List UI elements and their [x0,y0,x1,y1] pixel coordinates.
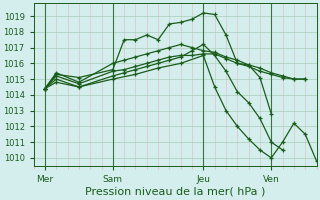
X-axis label: Pression niveau de la mer( hPa ): Pression niveau de la mer( hPa ) [85,187,265,197]
